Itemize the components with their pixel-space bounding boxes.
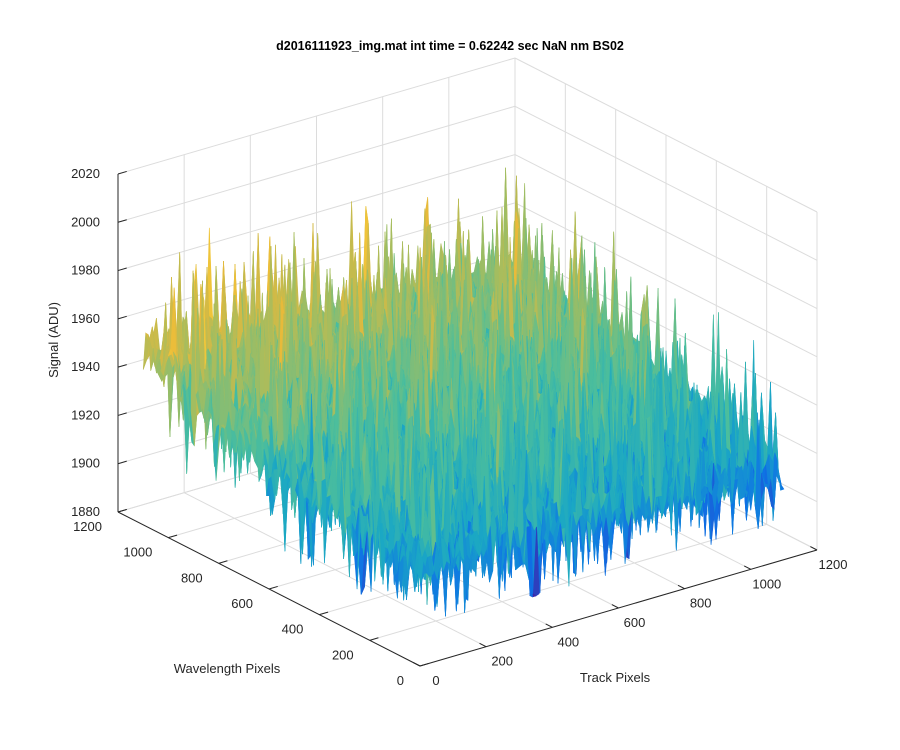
- surface-layer: [142, 167, 785, 617]
- gridline: [369, 523, 767, 641]
